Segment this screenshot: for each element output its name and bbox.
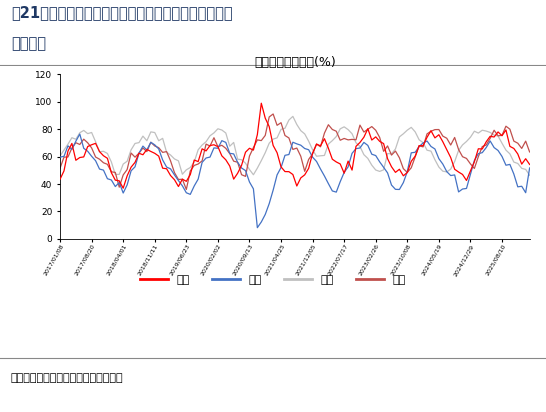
Text: 数据来源：卓创资讯、开源证券研究所: 数据来源：卓创资讯、开源证券研究所 (11, 373, 123, 383)
Legend: 重庆, 四川, 贵州, 云南: 重庆, 四川, 贵州, 云南 (140, 275, 406, 285)
Title: 西南地区熟料库存(%): 西南地区熟料库存(%) (254, 56, 336, 69)
Text: 环比持平: 环比持平 (11, 36, 46, 51)
Text: 图21：本周西南地区熟料库存贵州、云南、重庆、四川: 图21：本周西南地区熟料库存贵州、云南、重庆、四川 (11, 5, 233, 20)
